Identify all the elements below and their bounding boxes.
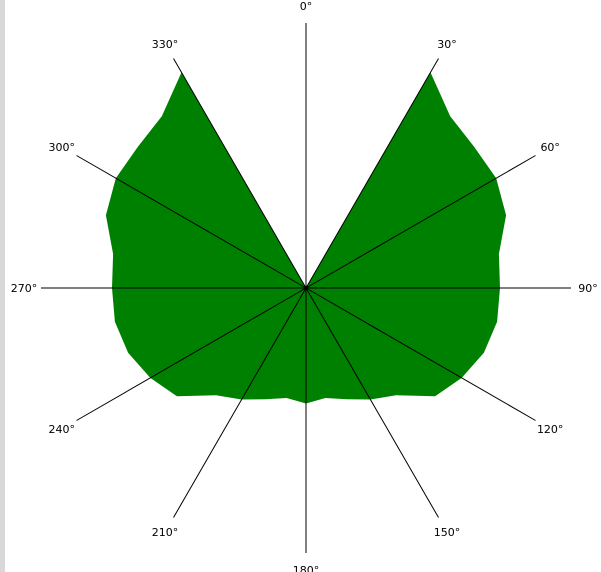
angle-axis-layer: [41, 23, 571, 553]
angle-label-0: 0°: [300, 0, 313, 13]
angle-label-30: 30°: [437, 38, 457, 51]
angle-label-270: 270°: [11, 282, 38, 295]
angle-label-300: 300°: [49, 141, 76, 154]
angle-label-60: 60°: [540, 141, 560, 154]
angle-label-180: 180°: [293, 564, 320, 572]
angle-label-330: 330°: [152, 38, 179, 51]
angle-label-150: 150°: [434, 526, 461, 539]
angle-label-240: 240°: [49, 423, 76, 436]
angle-label-210: 210°: [152, 526, 179, 539]
angle-label-90: 90°: [578, 282, 598, 295]
angle-label-120: 120°: [537, 423, 564, 436]
